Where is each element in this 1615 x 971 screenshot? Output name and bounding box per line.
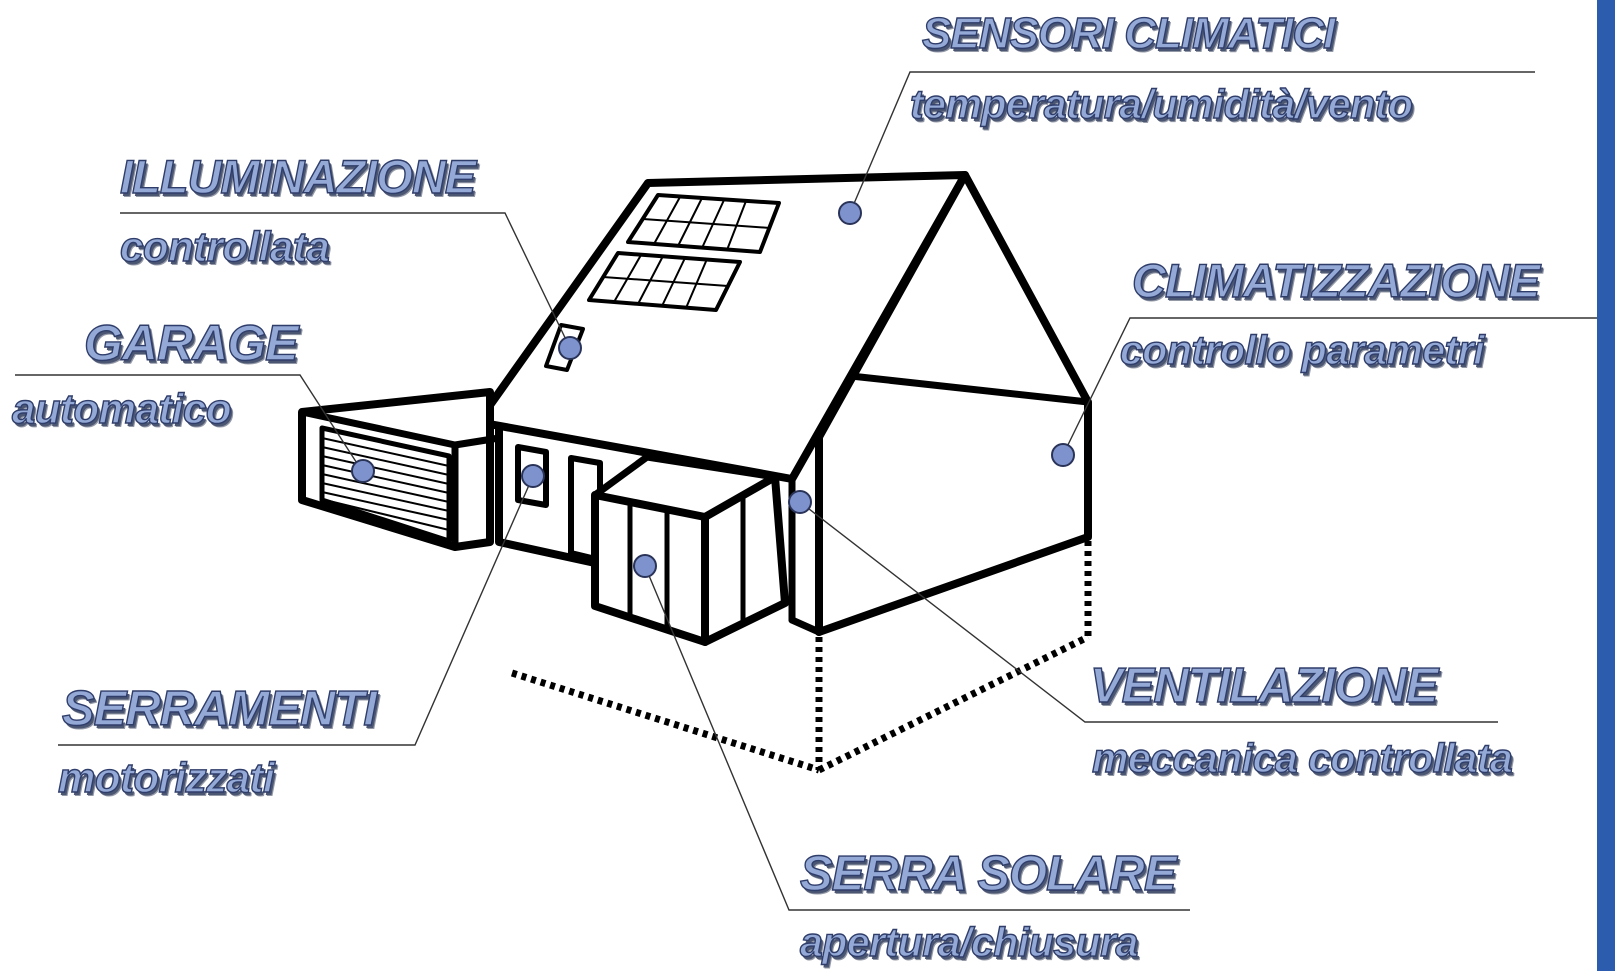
leader-lines bbox=[15, 71, 1600, 911]
label-serramenti-sub: motorizzati bbox=[57, 754, 275, 801]
gable-wall bbox=[815, 171, 1092, 636]
foundation-dotted bbox=[510, 541, 1092, 774]
marker-ventilazione bbox=[788, 490, 812, 514]
solar-panel-lower-grid bbox=[602, 254, 729, 309]
marker-sensori bbox=[838, 201, 862, 225]
marker-serra bbox=[633, 554, 657, 578]
label-serra-title: SERRA SOLARE bbox=[799, 847, 1177, 901]
garage-door-slats bbox=[321, 437, 450, 531]
leader-serramenti bbox=[58, 475, 534, 746]
marker-serramenti bbox=[521, 464, 545, 488]
marker-climatizzazione bbox=[1051, 443, 1075, 467]
label-serra-sub: apertura/chiusura bbox=[799, 919, 1139, 965]
label-garage-title: GARAGE bbox=[83, 315, 299, 371]
label-illuminazione-sub: controllata bbox=[119, 223, 330, 270]
label-sensori-title: SENSORI CLIMATICI bbox=[921, 9, 1336, 58]
leader-sensori bbox=[849, 71, 1535, 214]
marker-illuminazione bbox=[558, 336, 582, 360]
leader-garage bbox=[15, 374, 363, 472]
front-wall bbox=[495, 422, 599, 567]
marker-garage bbox=[351, 459, 375, 483]
label-ventilazione-sub: meccanica controllata bbox=[1091, 735, 1513, 781]
markers bbox=[351, 201, 1075, 578]
gable-line bbox=[847, 372, 1092, 406]
solar-panel-upper-grid bbox=[642, 196, 771, 251]
label-illuminazione-title: ILLUMINAZIONE bbox=[119, 150, 477, 203]
house-drawing bbox=[298, 171, 1092, 774]
label-serramenti-title: SERRAMENTI bbox=[61, 682, 377, 736]
label-climatizzazione-title: CLIMATIZZAZIONE bbox=[1131, 254, 1540, 307]
front-window bbox=[515, 444, 549, 508]
garage-roof-edge bbox=[451, 434, 503, 449]
label-climatizzazione-sub: controllo parametri bbox=[1119, 327, 1485, 373]
leader-climatizzazione bbox=[1062, 317, 1600, 456]
label-ventilazione-title: VENTILAZIONE bbox=[1089, 659, 1439, 713]
side-bar bbox=[1597, 0, 1615, 971]
label-sensori-sub: temperatura/umidità/vento bbox=[909, 81, 1413, 127]
leader-ventilazione bbox=[799, 501, 1498, 723]
label-garage-sub: automatico bbox=[11, 385, 232, 432]
leader-serra bbox=[644, 565, 1190, 911]
leader-illuminazione bbox=[120, 212, 571, 349]
